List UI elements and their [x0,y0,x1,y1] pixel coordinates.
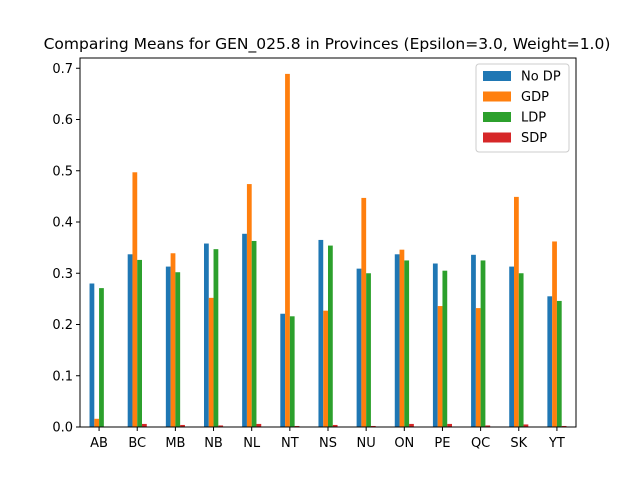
y-tick-label: 0.2 [52,318,73,333]
bar-gdp-on [399,249,405,427]
x-tick-label: NL [243,436,261,451]
bar-gdp-yt [552,241,557,427]
x-tick-label: QC [471,436,490,451]
legend-swatch [483,112,511,122]
x-tick-label: SK [510,436,527,451]
bar-ldp-sk [518,273,524,427]
y-tick-label: 0.4 [52,216,73,231]
bar-no-dp-nt [280,313,286,427]
bar-no-dp-qc [471,254,476,427]
y-tick-label: 0.5 [52,164,73,179]
bar-ldp-nb [213,249,219,427]
bar-sdp-nu [370,425,376,427]
x-tick-label: ON [394,436,414,451]
bar-sdp-ns [332,424,338,427]
legend-label: LDP [521,111,546,126]
legend-swatch [483,71,511,81]
bar-gdp-ab [94,418,100,427]
bar-gdp-pe [437,306,443,427]
bar-sdp-pe [447,423,452,427]
bar-gdp-mb [170,253,176,427]
bar-ldp-qc [480,260,486,427]
bar-no-dp-pe [432,263,438,427]
x-tick-label: YT [548,436,565,451]
y-tick-label: 0.0 [52,421,73,436]
bar-no-dp-nl [242,233,247,427]
bar-no-dp-sk [509,266,514,427]
bar-ldp-nt [289,316,295,427]
bar-ldp-yt [556,300,562,427]
bar-no-dp-nu [356,268,362,427]
legend-label: No DP [521,70,561,85]
bar-ldp-pe [442,270,448,427]
x-tick-label: NU [357,436,376,451]
legend-box [475,63,570,153]
x-tick-label: NS [319,436,337,451]
bar-gdp-nl [246,184,252,427]
bar-gdp-qc [475,308,481,427]
bar-ldp-ab [99,288,104,427]
bar-no-dp-ns [318,239,324,427]
y-tick-label: 0.1 [52,369,73,384]
bar-no-dp-ab [89,283,95,427]
chart-title: Comparing Means for GEN_025.8 in Provinc… [44,35,611,54]
bar-gdp-sk [514,196,519,427]
bar-gdp-nt [285,73,290,427]
axes-group: 0.0 0.1 0.2 0.3 0.4 0.5 0.6 0.7 AB BC MB NB NL NT NS NU… [52,57,577,451]
legend-swatch [483,132,511,143]
bar-gdp-nb [208,297,214,427]
bar-ldp-mb [175,272,181,427]
bar-sdp-nt [294,425,300,427]
bar-gdp-bc [132,172,138,427]
x-tick-label: PE [434,436,450,451]
bar-sdp-yt [561,425,567,427]
bar-ldp-nu [366,273,371,427]
bar-sdp-qc [485,425,491,427]
bar-sdp-sk [523,424,529,427]
bar-ldp-nl [251,240,257,427]
x-tick-label: NT [281,436,299,451]
bar-ldp-ns [328,245,333,427]
legend-label: GDP [521,90,549,105]
bar-sdp-mb [180,424,185,427]
x-tick-label: NB [204,436,223,451]
bar-no-dp-bc [127,254,133,427]
bar-no-dp-mb [165,266,171,427]
y-tick-label: 0.7 [52,62,73,77]
y-tick-label: 0.3 [52,267,73,282]
bar-no-dp-on [394,254,400,427]
bar-gdp-ns [323,310,328,427]
bar-sdp-nl [256,423,262,427]
legend-label: SDP [521,131,547,146]
y-tick-label: 0.6 [52,113,73,128]
legend: No DP GDP LDP SDP [475,63,570,153]
x-tick-label: BC [128,436,146,451]
bar-sdp-bc [142,423,147,427]
bar-sdp-on [409,423,414,427]
legend-swatch [483,91,511,102]
bar-no-dp-yt [547,296,553,427]
bar-no-dp-nb [204,243,209,427]
x-tick-label: MB [165,436,185,451]
bar-gdp-nu [361,197,367,427]
bar-ldp-bc [137,259,142,427]
bars-group [89,73,567,427]
bar-sdp-nb [218,425,224,427]
bar-ldp-on [404,260,410,427]
x-tick-label: AB [90,436,108,451]
